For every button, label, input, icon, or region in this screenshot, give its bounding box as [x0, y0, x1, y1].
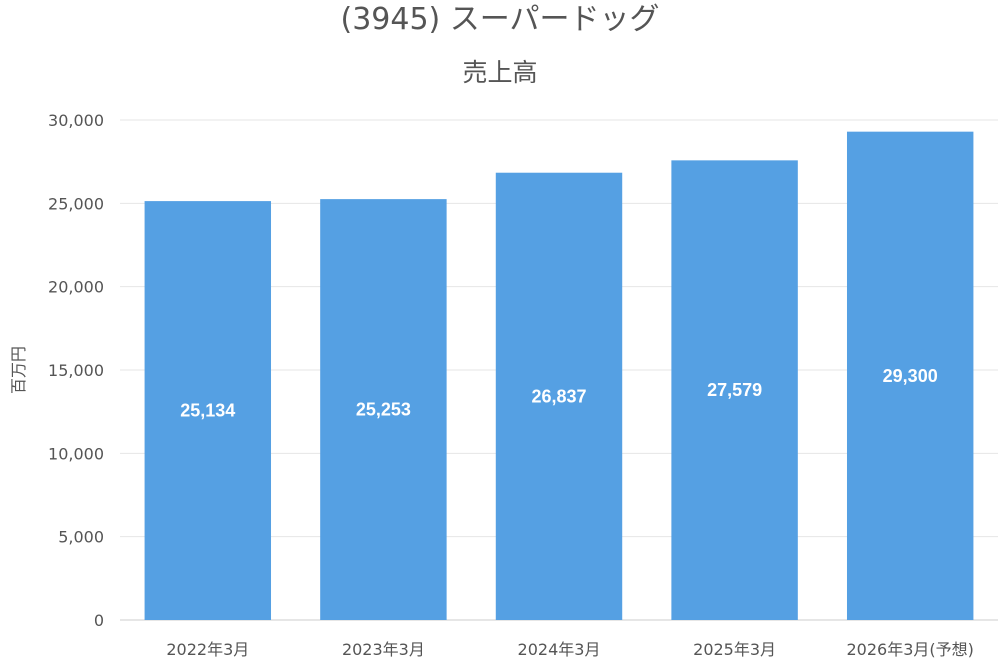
y-tick-label: 15,000 — [48, 361, 104, 380]
y-tick-label: 25,000 — [48, 194, 104, 213]
y-tick-label: 0 — [94, 611, 104, 630]
y-axis-label: 百万円 — [9, 346, 28, 394]
bar-value-label: 25,253 — [356, 400, 411, 420]
x-tick-label: 2022年3月 — [166, 640, 249, 659]
chart-subtitle: 売上高 — [462, 58, 538, 87]
bar-value-label: 27,579 — [707, 380, 762, 400]
x-tick-label: 2023年3月 — [342, 640, 425, 659]
bar[interactable] — [320, 199, 447, 620]
y-tick-label: 20,000 — [48, 278, 104, 297]
bar[interactable] — [495, 172, 623, 620]
chart-title: (3945) スーパードッグ — [340, 2, 660, 37]
y-tick-label: 30,000 — [48, 111, 104, 130]
x-tick-label: 2026年3月(予想) — [847, 640, 974, 659]
x-tick-label: 2025年3月 — [693, 640, 776, 659]
bar-value-label: 26,837 — [531, 386, 586, 406]
x-axis-ticks: 2022年3月 2023年3月 2024年3月 2025年3月 2026年3月(予想) — [166, 640, 974, 659]
y-axis-ticks: 0 5,000 10,000 15,000 20,000 25,000 30,000 — [48, 111, 104, 630]
bar[interactable] — [671, 160, 798, 620]
bars — [144, 131, 974, 620]
bar-value-label: 25,134 — [180, 401, 235, 421]
bar[interactable] — [144, 201, 272, 620]
bar[interactable] — [846, 131, 974, 620]
y-tick-label: 10,000 — [48, 444, 104, 463]
x-tick-label: 2024年3月 — [518, 640, 601, 659]
data-labels: 25,134 25,253 26,837 27,579 29,300 — [180, 366, 937, 421]
bar-value-label: 29,300 — [883, 366, 938, 386]
y-tick-label: 5,000 — [58, 528, 104, 547]
